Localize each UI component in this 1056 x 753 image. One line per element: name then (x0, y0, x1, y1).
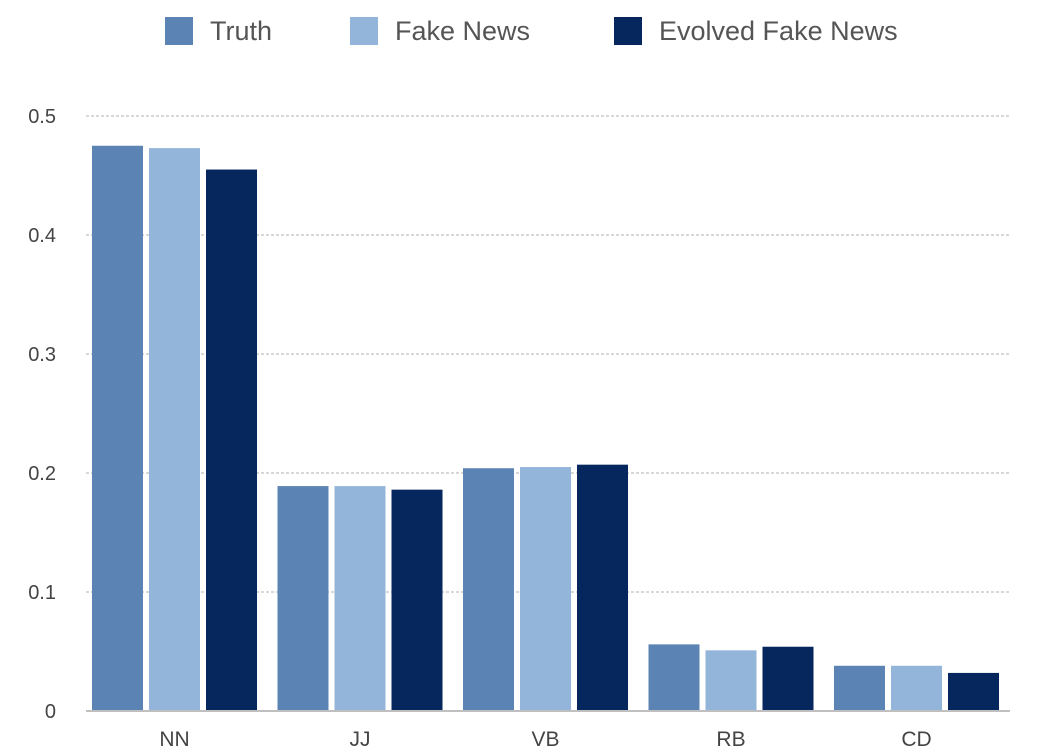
x-axis-categories: NN JJ VB RB CD (159, 728, 931, 751)
bar-nn-fake-news (149, 148, 200, 711)
legend-label: Evolved Fake News (659, 16, 898, 46)
bar-rb-evolved-fake-news (762, 646, 814, 711)
bar-vb-evolved-fake-news (577, 464, 628, 711)
bar-vb-fake-news (520, 467, 571, 711)
legend-swatch (165, 17, 193, 45)
bars (92, 145, 999, 712)
x-category-label: VB (531, 728, 559, 751)
bar-rb-fake-news (705, 650, 757, 711)
x-category-label: JJ (350, 728, 371, 751)
legend: Truth Fake News Evolved Fake News (165, 16, 898, 46)
bar-cd-fake-news (891, 665, 942, 711)
legend-label: Fake News (395, 16, 530, 46)
y-tick-label: 0.3 (28, 344, 56, 366)
x-category-label: RB (716, 728, 745, 751)
y-tick-label: 0 (45, 701, 56, 723)
bar-cd-truth (834, 665, 885, 711)
legend-swatch (350, 17, 378, 45)
bar-rb-truth (648, 644, 700, 711)
bar-nn-truth (92, 145, 143, 711)
bar-cd-evolved-fake-news (948, 672, 999, 711)
x-category-label: CD (901, 728, 931, 751)
y-tick-label: 0.4 (28, 225, 56, 247)
bar-jj-truth (277, 486, 329, 711)
bar-vb-truth (463, 468, 514, 711)
y-axis-ticks: 0 0.1 0.2 0.3 0.4 0.5 (28, 106, 56, 723)
bar-nn-evolved-fake-news (206, 169, 257, 712)
bar-jj-fake-news (334, 486, 386, 711)
legend-swatch (614, 17, 642, 45)
bar-jj-evolved-fake-news (391, 489, 443, 711)
y-tick-label: 0.5 (28, 106, 56, 128)
legend-label: Truth (210, 16, 272, 46)
y-tick-label: 0.1 (28, 582, 56, 604)
x-category-label: NN (159, 728, 189, 751)
y-tick-label: 0.2 (28, 463, 56, 485)
